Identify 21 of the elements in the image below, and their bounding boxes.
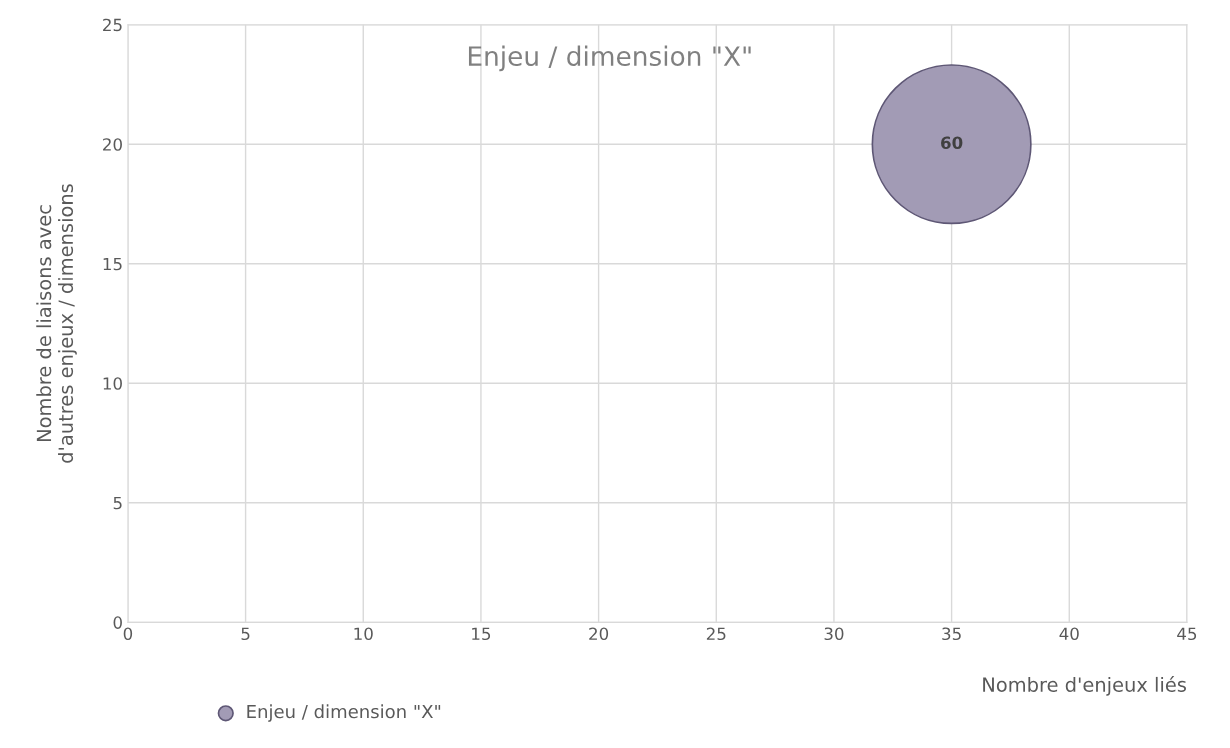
x-tick-label: 35 bbox=[942, 627, 961, 641]
x-tick-label: 15 bbox=[472, 627, 491, 641]
y-tick-label: 15 bbox=[103, 257, 122, 271]
y-tick-label: 5 bbox=[113, 496, 122, 510]
x-axis-title: Nombre d'enjeux liés bbox=[983, 676, 1186, 696]
text: Enjeu / dimension "X" bbox=[468, 45, 751, 72]
y-tick-label: 10 bbox=[103, 377, 122, 390]
y-axis-title: Nombre de liaisons avec d'autres enjeux / dimensions bbox=[36, 184, 77, 463]
legend-label: Enjeu / dimension "X" bbox=[247, 704, 441, 722]
y-tick-label: 25 bbox=[103, 18, 122, 32]
y-tick-label: 20 bbox=[103, 138, 122, 151]
x-tick-label: 10 bbox=[354, 627, 373, 641]
x-tick-label: 30 bbox=[824, 627, 844, 641]
x-tick-label: 0 bbox=[123, 627, 133, 641]
y-tick-label: 0 bbox=[113, 616, 122, 629]
x-tick-label: 40 bbox=[1059, 627, 1079, 641]
x-tick-label: 20 bbox=[589, 627, 609, 641]
data-label: 60 bbox=[941, 136, 963, 150]
x-tick-label: 45 bbox=[1177, 627, 1197, 641]
x-tick-label: 25 bbox=[706, 627, 726, 641]
x-tick-label: 5 bbox=[241, 627, 250, 641]
